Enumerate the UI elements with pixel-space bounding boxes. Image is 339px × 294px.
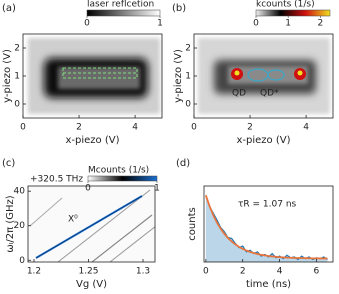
y-axis-label: counts: [187, 207, 198, 240]
colorbar-tick-label: 0: [253, 19, 259, 29]
panel-label: (c): [2, 158, 15, 169]
x-axis-label: Vg (V): [76, 279, 107, 290]
colorbar-tick-label: 2: [317, 19, 323, 29]
image-b: [198, 38, 330, 114]
x-tick-label: 4: [277, 267, 283, 277]
x-axis-label: time (ns): [246, 279, 291, 290]
x-tick-label: 2: [247, 123, 253, 133]
axes-frame: [27, 185, 156, 263]
y-tick-label: 40: [14, 187, 26, 197]
panel-label: (a): [2, 3, 16, 14]
colorbar-tick-label: 1: [154, 184, 160, 194]
annotation: QD*: [260, 89, 279, 99]
x-tick-label: 0: [191, 123, 197, 133]
y-tick-label: 1: [185, 72, 191, 82]
x-tick-label: 1.2: [27, 267, 41, 277]
image-a: [28, 38, 160, 114]
annotation: +320.5 THz: [30, 175, 83, 185]
line: [204, 194, 328, 260]
y-tick-label: 2: [14, 44, 20, 54]
x-axis-label: x-piezo (V): [237, 135, 291, 146]
y-tick-label: 0: [185, 100, 191, 110]
x-tick-label: 1.25: [78, 267, 98, 277]
y-axis-label: y-piezo (V): [173, 49, 184, 103]
plot-area: [204, 194, 328, 262]
y-axis-label: y-piezo (V): [2, 49, 13, 103]
annotation: QD: [232, 89, 246, 99]
panel-label: (d): [176, 158, 190, 169]
x-tick-label: 1.3: [136, 267, 150, 277]
colorbar: [255, 9, 331, 17]
y-tick-label: 2: [185, 44, 191, 54]
x-tick-label: 2: [240, 267, 246, 277]
colorbar-tick-label: 0: [85, 184, 91, 194]
x-tick-label: 2: [76, 123, 82, 133]
colorbar-tick-label: 1: [285, 19, 291, 29]
y-tick-label: 0: [14, 100, 20, 110]
colorbar-label: Mcounts (1/s): [88, 166, 149, 176]
axes-frame: [203, 185, 334, 263]
colorbar-label: laser reflcetion: [87, 0, 154, 10]
annotation: X⁰: [68, 215, 78, 225]
colorbar-tick-label: 0: [84, 19, 90, 29]
image-c: [28, 186, 155, 262]
colorbar: [86, 9, 161, 17]
colorbar-tick-label: 1: [157, 19, 163, 29]
x-tick-label: 0: [203, 267, 209, 277]
x-axis-label: x-piezo (V): [66, 135, 120, 146]
y-tick-label: 0: [19, 256, 25, 266]
colorbar-label: kcounts (1/s): [256, 0, 315, 10]
x-tick-label: 0: [20, 123, 26, 133]
x-tick-label: 6: [314, 267, 320, 277]
x-tick-label: 4: [132, 123, 138, 133]
panel-label: (b): [172, 3, 186, 14]
colorbar: [87, 175, 158, 182]
x-tick-label: 4: [303, 123, 309, 133]
y-tick-label: 1: [14, 72, 20, 82]
annotation: τR = 1.07 ns: [238, 200, 297, 210]
y-tick-label: 20: [14, 221, 26, 231]
y-axis-label: ωₗ/2π (GHz): [5, 195, 16, 252]
